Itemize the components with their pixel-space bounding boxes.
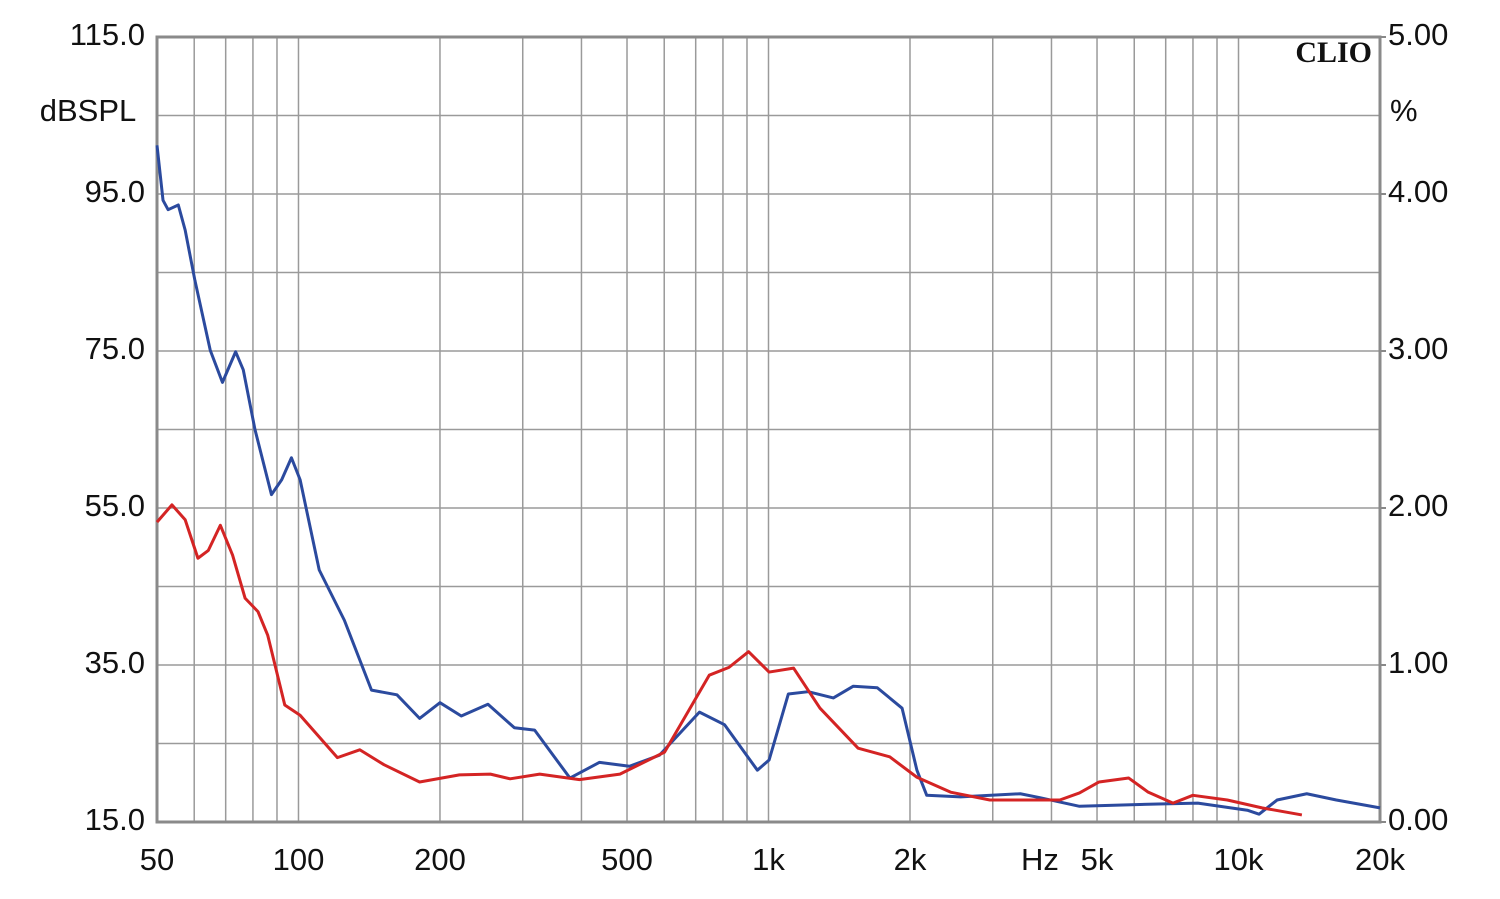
y-tick-label: 95.0	[85, 174, 145, 209]
y2-axis-label: %	[1390, 93, 1418, 128]
y-tick-label: 15.0	[85, 802, 145, 837]
y2-tick-label: 5.00	[1388, 17, 1448, 52]
x-tick-label: 2k	[894, 842, 927, 877]
x-tick-label: 5k	[1081, 842, 1114, 877]
watermark: CLIO	[1295, 36, 1372, 69]
y2-tick-label: 1.00	[1388, 645, 1448, 680]
x-tick-label: 500	[601, 842, 653, 877]
y2-tick-label: 0.00	[1388, 802, 1448, 837]
x-tick-label: 200	[414, 842, 466, 877]
x-axis-label: Hz	[1021, 842, 1059, 877]
x-tick-label: 1k	[752, 842, 785, 877]
data-line	[155, 503, 1303, 817]
y2-tick-label: 3.00	[1388, 331, 1448, 366]
y-tick-label: 35.0	[85, 645, 145, 680]
y-tick-label: 55.0	[85, 488, 145, 523]
y2-tick-label: 4.00	[1388, 174, 1448, 209]
x-tick-label: 50	[140, 842, 174, 877]
y-tick-label: 75.0	[85, 331, 145, 366]
y-axis-label: dBSPL	[40, 93, 137, 128]
x-tick-label: 20k	[1355, 842, 1405, 877]
y2-tick-label: 2.00	[1388, 488, 1448, 523]
plot-frame	[155, 35, 1382, 824]
x-tick-label: 100	[273, 842, 325, 877]
x-tick-label: 10k	[1214, 842, 1264, 877]
y-tick-label: 115.0	[70, 17, 145, 52]
